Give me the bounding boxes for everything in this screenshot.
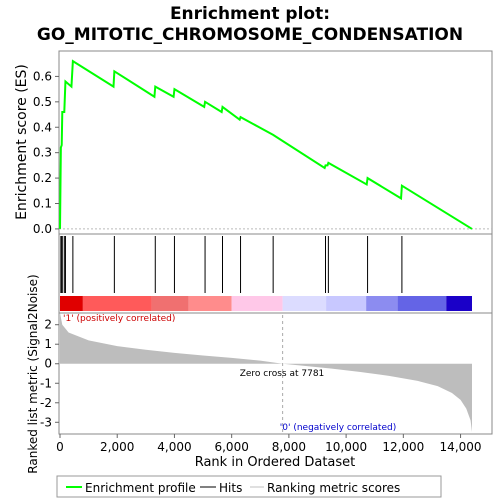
es-y-tick-label: 0.1: [33, 197, 52, 211]
heatmap-bar: [60, 296, 472, 311]
heatmap-band: [326, 296, 367, 311]
ranking-metric-area: [60, 313, 472, 433]
heatmap-band: [366, 296, 398, 311]
metric-y-tick-label: -1: [40, 376, 52, 390]
heatmap-band: [446, 296, 472, 311]
x-tick-label: 6,000: [214, 440, 248, 454]
x-tick-label: 8,000: [272, 440, 306, 454]
legend-label-enrichment: Enrichment profile: [85, 481, 196, 495]
zero-cross-label: Zero cross at 7781: [240, 369, 325, 379]
x-tick-label: 14,000: [440, 440, 482, 454]
metric-y-tick-label: -2: [40, 396, 52, 410]
x-axis: 0 2,000 4,000 6,000 8,000 10,000 12,000 14,000: [56, 434, 482, 454]
legend-label-hits: Hits: [219, 481, 242, 495]
legend-box: [56, 475, 442, 498]
es-y-tick-label: 0.2: [33, 171, 52, 185]
x-tick-label: 4,000: [157, 440, 191, 454]
chart-title-line1: Enrichment plot:: [170, 4, 330, 24]
x-tick-label: 12,000: [382, 440, 424, 454]
legend-label-metric: Ranking metric scores: [267, 481, 400, 495]
es-y-tick-label: 0.5: [33, 95, 52, 109]
x-tick-label: 0: [56, 440, 64, 454]
heatmap-band: [397, 296, 447, 311]
chart-title-line2: GO_MITOTIC_CHROMOSOME_CONDENSATION: [37, 25, 463, 45]
metric-y-tick-label: 2: [44, 318, 52, 332]
es-y-tick-label: 0.0: [33, 222, 52, 236]
hits-layer: [60, 236, 403, 293]
x-axis-label: Rank in Ordered Dataset: [195, 455, 356, 470]
metric-layer: 2 1 0 -1 -2 -3: [40, 313, 472, 433]
metric-y-axis-label: Ranked list metric (Signal2Noise): [26, 274, 40, 473]
heatmap-band: [151, 296, 189, 311]
metric-y-tick-label: 0: [44, 357, 52, 371]
metric-y-tick-label: -3: [40, 415, 52, 429]
x-tick-label: 10,000: [325, 440, 367, 454]
x-tick-label: 2,000: [100, 440, 134, 454]
positive-correlated-label: '1' (positively correlated): [63, 314, 175, 324]
metric-y-tick-label: 1: [44, 337, 52, 351]
es-layer: 0.0 0.1 0.2 0.3 0.4 0.5 0.6: [33, 59, 492, 236]
heatmap-band: [188, 296, 232, 311]
heatmap-band: [82, 296, 152, 311]
es-y-tick-label: 0.6: [33, 69, 52, 83]
enrichment-profile-line: [59, 59, 473, 230]
heatmap-band: [231, 296, 283, 311]
es-y-tick-label: 0.3: [33, 146, 52, 160]
negative-correlated-label: '0' (negatively correlated): [280, 423, 396, 433]
heatmap-band: [60, 296, 83, 311]
es-y-axis-label: Enrichment score (ES): [14, 64, 30, 220]
es-y-tick-label: 0.4: [33, 120, 52, 134]
heatmap-band: [282, 296, 327, 311]
